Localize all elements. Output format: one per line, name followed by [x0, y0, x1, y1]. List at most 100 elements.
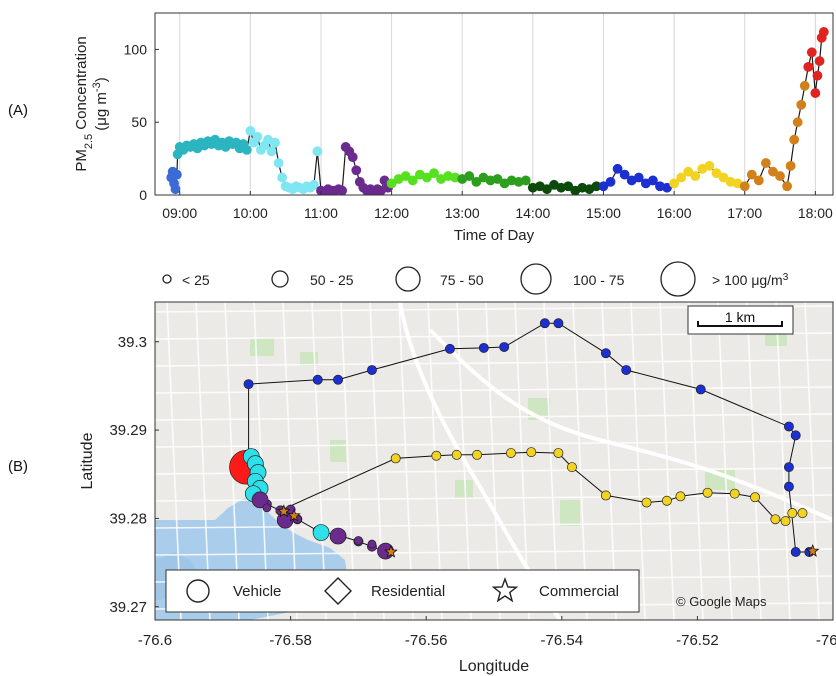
data-point [492, 174, 503, 184]
data-point [814, 56, 825, 66]
data-point [612, 163, 623, 174]
size-legend-label: < 25 [182, 272, 210, 288]
route-point [783, 421, 794, 432]
size-legend-circle-icon [395, 266, 421, 292]
data-point [170, 184, 181, 195]
x-tick-label: -76.5 [816, 632, 836, 649]
data-point [400, 171, 411, 181]
park-area [560, 500, 580, 526]
data-point [690, 171, 701, 181]
street-line [311, 302, 327, 620]
data-point [337, 185, 348, 195]
vehicle-circle-icon [186, 579, 210, 603]
y-axis-label-a-line2: (μg m-3) [91, 77, 110, 130]
street-line [398, 302, 414, 620]
x-axis-label-a: Time of Day [454, 227, 535, 244]
street-line [746, 302, 762, 620]
concentration-marker [367, 539, 377, 549]
y-axis-label-a-line1: PM2.5 Concentration [73, 36, 95, 171]
data-point [818, 27, 829, 37]
route-point [790, 547, 801, 557]
route-point [787, 508, 798, 519]
route-point [526, 447, 537, 458]
x-tick-label: 13:00 [445, 205, 480, 221]
map-credit: © Google Maps [676, 594, 767, 609]
data-point [386, 178, 397, 189]
route-point [553, 448, 564, 458]
route-point [367, 365, 377, 375]
scale-bar-label: 1 km [725, 309, 755, 325]
concentration-marker [312, 524, 330, 541]
data-point [422, 172, 432, 183]
data-point [619, 169, 630, 180]
scale-bar-box [687, 305, 794, 335]
data-point [761, 158, 771, 168]
route-point [750, 492, 760, 503]
size-legend-label: 100 - 75 [573, 272, 625, 288]
data-point [812, 70, 823, 81]
size-legend-label: 50 - 25 [310, 272, 354, 288]
shape-legend-box [165, 569, 640, 613]
street-line [155, 440, 833, 448]
grid-a [179, 13, 816, 195]
data-point [245, 126, 256, 136]
route-point [444, 343, 455, 354]
route-point [783, 481, 794, 492]
street-line [717, 302, 733, 620]
ticks-a: 09:00 10:00 11:00 12:00 13:00 14:00 15:00 16:00… [124, 41, 833, 221]
street-line [282, 302, 298, 620]
x-tick-label: -76.54 [541, 632, 584, 649]
x-tick-label: 09:00 [162, 205, 197, 221]
concentration-marker [251, 491, 269, 509]
data-point [241, 144, 252, 155]
data-point [746, 169, 757, 180]
route-point [390, 453, 401, 464]
shape-legend: Vehicle Residential Commercial [165, 569, 640, 613]
map-chart: 1 km Vehicle Residential Commercial © Go… [79, 301, 836, 675]
route-point [553, 318, 564, 329]
route-point [333, 374, 344, 385]
route-point [506, 448, 516, 458]
route-point [797, 508, 808, 519]
data-point [407, 175, 418, 186]
data-point [471, 176, 482, 187]
size-legend-circle-icon [660, 261, 696, 297]
street-line [485, 302, 501, 620]
data-point [542, 184, 552, 195]
data-point [704, 160, 715, 171]
data-point [520, 175, 531, 186]
x-tick-label: 11:00 [304, 205, 338, 221]
size-legend: < 25 50 - 25 75 - 50 100 - 75 > 100 μg/m3 [162, 261, 789, 297]
data-point [351, 165, 362, 176]
data-point [270, 137, 280, 148]
street-line [155, 548, 833, 556]
data-point [782, 181, 792, 192]
concentration-marker [262, 503, 272, 513]
x-tick-label: -76.58 [269, 632, 312, 649]
street-line [659, 302, 675, 620]
route-point [431, 450, 442, 461]
data-point [806, 47, 817, 58]
legend-commercial-label: Commercial [539, 583, 619, 600]
markers-group [229, 448, 820, 560]
data-point [785, 160, 796, 171]
street-line [155, 467, 833, 475]
data-point [662, 182, 672, 193]
route-point [451, 449, 462, 460]
size-legend-label: 75 - 50 [440, 272, 484, 288]
data-point [739, 181, 750, 192]
park-area [455, 480, 473, 498]
residential-diamond-icon [324, 577, 352, 605]
park-area [250, 338, 274, 356]
commercial-star-icon [491, 576, 519, 603]
street-line [195, 302, 211, 620]
data-point [648, 175, 658, 186]
y-tick-label: 39.29 [109, 422, 147, 439]
park-area [330, 440, 346, 462]
street-line [630, 302, 646, 620]
highway-line [398, 302, 562, 620]
street-line [804, 302, 820, 620]
legend-vehicle-label: Vehicle [233, 583, 281, 600]
concentration-marker [329, 527, 347, 545]
